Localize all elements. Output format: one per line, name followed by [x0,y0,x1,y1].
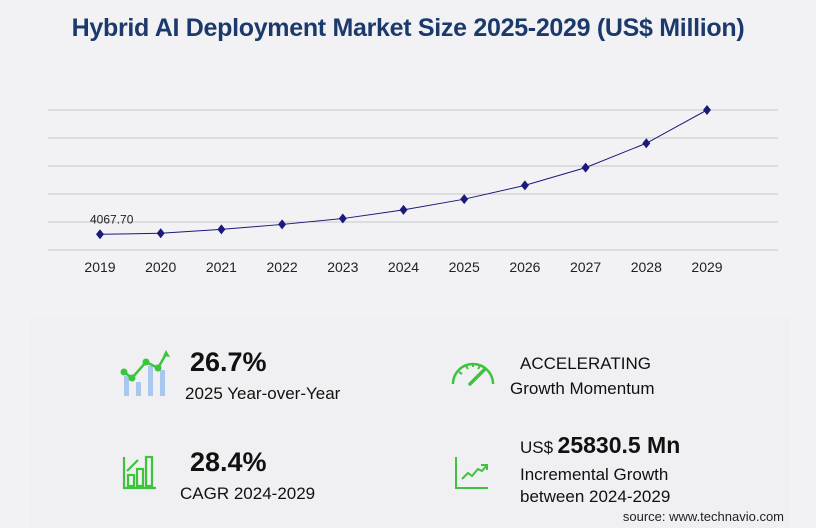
x-tick-label: 2020 [145,259,176,275]
data-point [96,229,104,240]
currency-prefix: US$ [520,438,554,457]
incremental-label-1: Incremental Growth [520,465,669,484]
x-tick-label: 2028 [631,259,662,275]
incremental-value: US$ 25830.5 Mn [520,432,680,459]
line-chart: 2019 2020 2021 2022 2023 2024 2025 2026 2027 2028… [48,105,778,275]
incremental-label-2: between 2024-2029 [520,487,671,506]
data-point [338,213,347,224]
speedometer-icon [451,362,495,386]
data-point [581,162,590,173]
yoy-value: 26.7% [190,347,267,377]
data-point [520,180,529,191]
bar-line-growth-icon [120,350,170,396]
data-label: 4067.70 [90,212,134,226]
data-point [217,224,226,235]
x-tick-label: 2023 [327,259,358,275]
yoy-label: 2025 Year-over-Year [185,384,341,403]
x-tick-label: 2029 [691,259,722,275]
data-point [642,138,651,149]
series-line [99,109,708,235]
cagr-label: CAGR 2024-2029 [180,484,316,503]
data-point [703,105,711,115]
data-point [156,228,165,239]
trend-up-icon [455,457,488,489]
bar-chart-growth-icon [122,455,156,490]
momentum-value: ACCELERATING [520,354,651,373]
data-point [460,194,469,205]
chart-title: Hybrid AI Deployment Market Size 2025-20… [71,14,745,42]
x-tick-label: 2022 [267,259,298,275]
x-tick-label: 2026 [509,259,540,275]
data-point [399,204,408,215]
x-tick-label: 2024 [388,259,419,275]
incremental-amount: 25830.5 Mn [557,432,681,458]
stats-panel [30,318,790,528]
data-point [278,219,287,230]
momentum-label: Growth Momentum [510,379,655,398]
x-tick-label: 2025 [449,259,480,275]
x-tick-label: 2019 [84,259,115,275]
cagr-value: 28.4% [190,447,267,477]
source-text: source: www.technavio.com [622,509,784,524]
x-tick-label: 2027 [570,259,601,275]
x-tick-label: 2021 [206,259,237,275]
